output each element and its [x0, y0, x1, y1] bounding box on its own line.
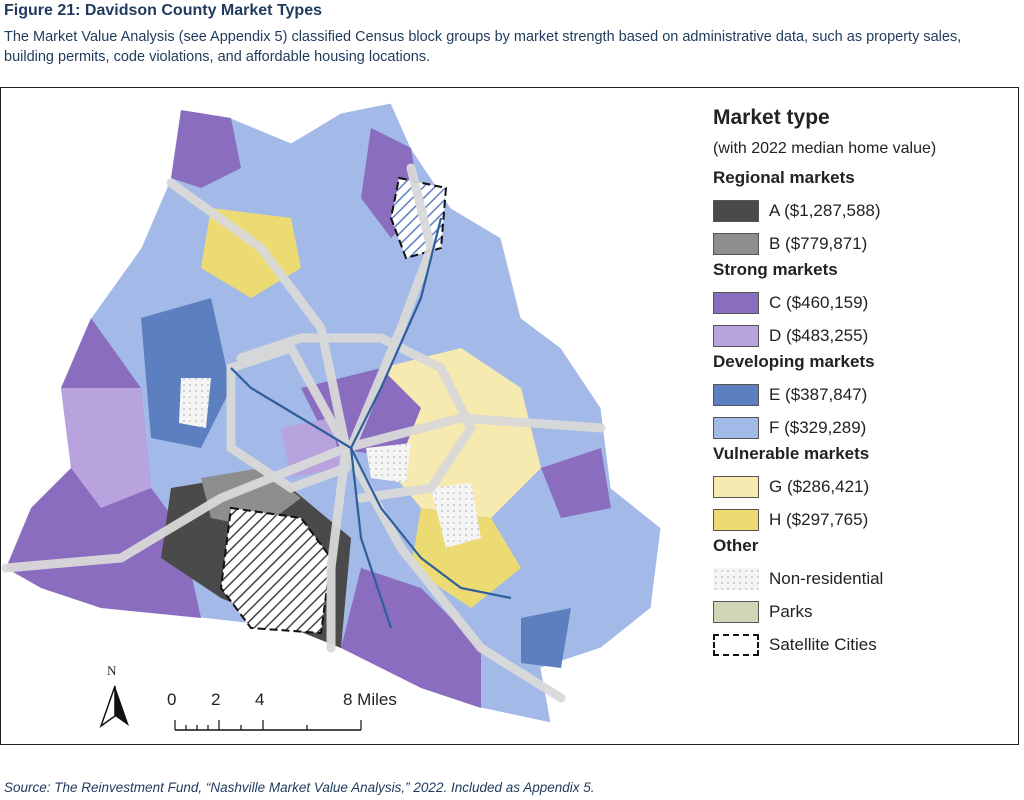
figure-title: Figure 21: Davidson County Market Types: [4, 2, 322, 19]
swatch-parks: [713, 600, 759, 623]
rivers: [230, 217, 512, 629]
legend-item-d: D ($483,255): [713, 319, 1013, 352]
legend-label-parks: Parks: [769, 601, 813, 621]
legend-label-satellite: Satellite Cities: [769, 634, 877, 654]
legend-label-e: E ($387,847): [769, 384, 868, 404]
scale-tick-4: 4: [255, 690, 265, 709]
swatch-e: [713, 383, 759, 406]
scale-tick-2: 2: [211, 690, 221, 709]
legend-item-f: F ($329,289): [713, 411, 1013, 444]
scale-bar: [174, 720, 362, 731]
market-zone-c-east: [541, 448, 611, 518]
swatch-c: [713, 291, 759, 314]
legend-group-vulnerable: Vulnerable markets: [713, 444, 870, 463]
legend-label-d: D ($483,255): [769, 325, 869, 345]
swatch-d: [713, 324, 759, 347]
legend-label-c: C ($460,159): [769, 292, 869, 312]
legend-item-b: B ($779,871): [713, 227, 1013, 260]
map-legend: Market type (with 2022 median home value…: [713, 106, 1013, 661]
legend-item-nonresidential: Non-residential: [713, 562, 1013, 595]
legend-item-satellite: Satellite Cities: [713, 628, 1013, 661]
swatch-g: [713, 475, 759, 498]
legend-label-g: G ($286,421): [769, 476, 870, 496]
non-residential-west: [179, 378, 211, 428]
swatch-h: [713, 508, 759, 531]
legend-label-b: B ($779,871): [769, 233, 868, 253]
legend-item-a: A ($1,287,588): [713, 194, 1013, 227]
swatch-nonresidential: [713, 567, 759, 590]
legend-label-f: F ($329,289): [769, 417, 867, 437]
swatch-a: [713, 199, 759, 222]
legend-group-strong: Strong markets: [713, 260, 838, 279]
market-zone-d-west: [61, 388, 151, 508]
north-arrow-icon: [99, 685, 129, 728]
swatch-f: [713, 416, 759, 439]
legend-item-c: C ($460,159): [713, 286, 1013, 319]
legend-group-developing: Developing markets: [713, 352, 875, 371]
market-zone-e-west: [141, 298, 231, 448]
north-label: N: [107, 663, 117, 678]
scale-tick-0: 0: [167, 690, 177, 709]
legend-label-h: H ($297,765): [769, 509, 869, 529]
legend-label-a: A ($1,287,588): [769, 200, 881, 220]
legend-subtitle: (with 2022 median home value): [713, 140, 937, 157]
legend-group-regional: Regional markets: [713, 168, 855, 187]
market-zone-e-southeast: [521, 608, 571, 668]
market-zone-c-south: [341, 568, 481, 708]
legend-item-h: H ($297,765): [713, 503, 1013, 536]
market-zone-c-north: [171, 110, 241, 188]
market-zone-h-east: [411, 508, 521, 608]
map-frame: Market type (with 2022 median home value…: [0, 87, 1019, 745]
legend-item-parks: Parks: [713, 595, 1013, 628]
figure-source: Source: The Reinvestment Fund, “Nashvill…: [4, 780, 595, 795]
legend-label-nonresidential: Non-residential: [769, 568, 884, 588]
legend-item-g: G ($286,421): [713, 470, 1013, 503]
satellite-city-south: [219, 506, 333, 635]
non-residential-downtown: [366, 443, 411, 483]
legend-item-e: E ($387,847): [713, 378, 1013, 411]
market-zone-g-east: [371, 348, 541, 518]
legend-group-other: Other: [713, 536, 759, 555]
swatch-satellite: [713, 633, 759, 656]
figure-description: The Market Value Analysis (see Appendix …: [4, 29, 962, 65]
swatch-b: [713, 232, 759, 255]
non-residential-airport: [431, 483, 481, 548]
highways: [1, 163, 606, 703]
scale-tick-8: 8 Miles: [343, 690, 397, 709]
legend-title: Market type: [713, 106, 830, 129]
county-map: [1, 102, 662, 724]
